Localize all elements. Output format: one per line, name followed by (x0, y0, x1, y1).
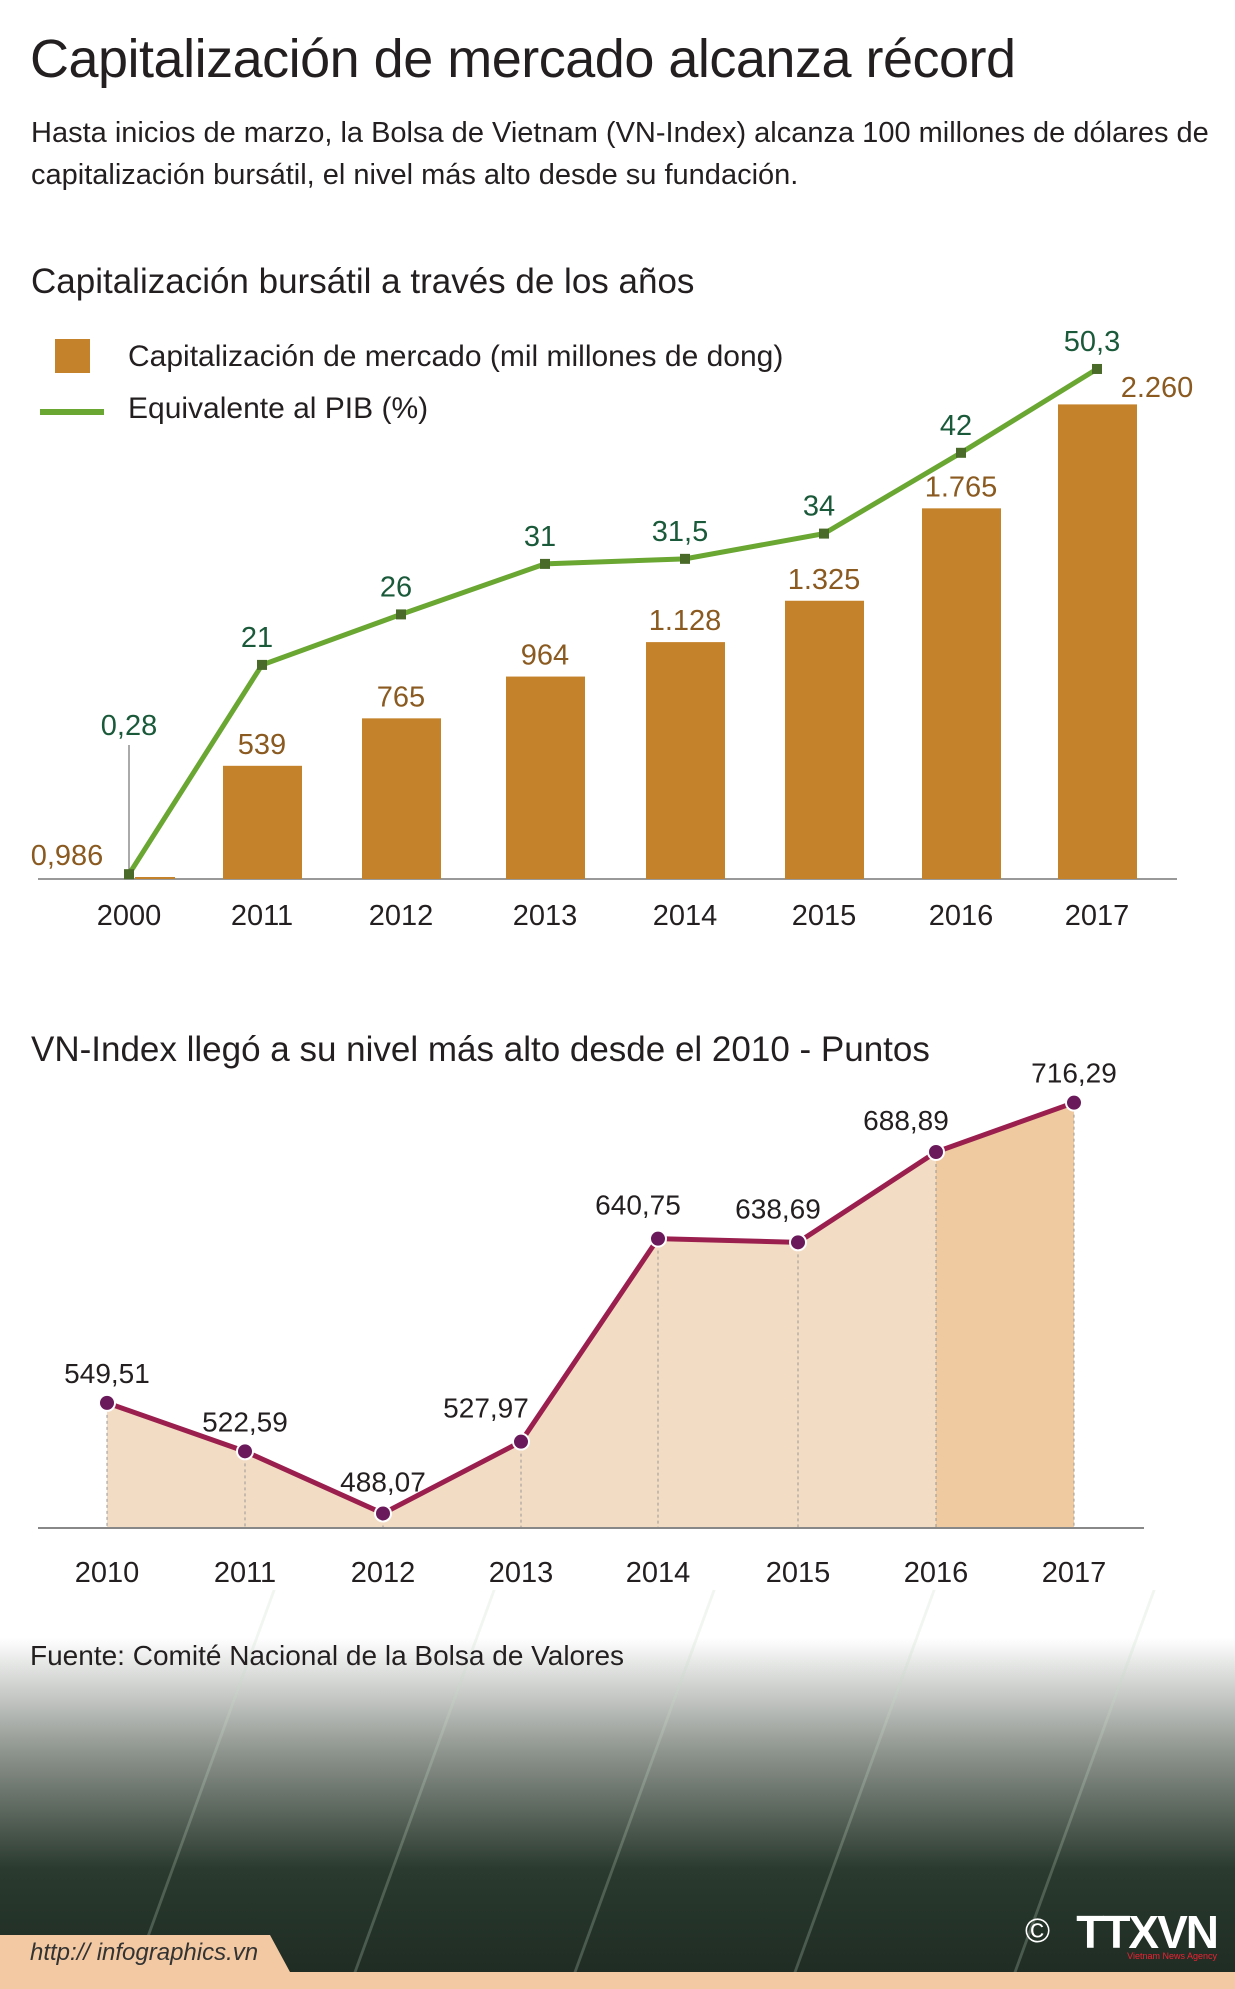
bar-2000 (135, 877, 175, 879)
x-tick-2015: 2015 (766, 1557, 831, 1589)
index-point-2017 (1065, 1093, 1083, 1112)
index-line (106, 1100, 1075, 1517)
url-text: http:// infographics.vn (30, 1939, 259, 1966)
gdp-marker-2000 (124, 869, 134, 880)
legend-bar-label: Capitalización de mercado (mil millones … (128, 340, 783, 373)
page-title: Capitalización de mercado alcanza récord (30, 29, 1016, 89)
area-fill-last (936, 1102, 1074, 1528)
index-label-2014: 640,75 (595, 1190, 681, 1221)
index-point-2010 (98, 1393, 116, 1412)
index-label-2013: 527,97 (443, 1393, 529, 1424)
gdp-label-2017: 50,3 (1064, 326, 1120, 358)
gdp-marker-2016 (956, 447, 966, 458)
gdp-marker-2013 (540, 558, 550, 569)
x-tick-2014: 2014 (626, 1557, 691, 1589)
copyright-icon: © (1024, 1912, 1050, 1950)
bottom-strip (0, 1972, 1235, 1989)
bar-2017 (1058, 404, 1137, 879)
legend-line-label: Equivalente al PIB (%) (128, 392, 428, 425)
gdp-marker-2017 (1092, 363, 1102, 374)
bar-label-2013: 964 (521, 640, 569, 672)
bar-label-2011: 539 (238, 729, 286, 761)
x-tick-2016: 2016 (929, 900, 994, 932)
market-cap-chart: Capitalización de mercado (mil millones … (31, 326, 1194, 932)
x-tick-2013: 2013 (513, 900, 578, 932)
index-label-2017: 716,29 (1031, 1058, 1117, 1089)
index-point-2016 (927, 1142, 945, 1161)
index-label-2012: 488,07 (340, 1466, 426, 1497)
gdp-marker-2011 (257, 659, 267, 670)
gdp-marker-2012 (396, 609, 406, 620)
index-point-2012 (374, 1504, 392, 1523)
page-subtitle: Hasta inicios de marzo, la Bolsa de Viet… (31, 117, 1209, 191)
x-tick-2014: 2014 (653, 900, 718, 932)
gdp-label-2012: 26 (380, 571, 412, 603)
bar-label-2012: 765 (377, 681, 425, 713)
index-point-2013 (512, 1432, 530, 1451)
x-tick-2017: 2017 (1042, 1557, 1107, 1589)
index-label-2016: 688,89 (863, 1105, 949, 1136)
gdp-label-2016: 42 (940, 410, 972, 442)
x-tick-2012: 2012 (369, 900, 434, 932)
bar-2012 (362, 718, 441, 879)
index-point-2014 (649, 1229, 667, 1248)
gdp-label-2015: 34 (803, 491, 835, 523)
index-label-2010: 549,51 (64, 1358, 150, 1389)
gdp-label-2000: 0,28 (101, 710, 157, 742)
bar-label-2000: 0,986 (31, 840, 104, 872)
gdp-line (126, 366, 1099, 876)
x-tick-2011: 2011 (231, 900, 293, 932)
gdp-marker-2014 (680, 553, 690, 564)
x-tick-2015: 2015 (792, 900, 857, 932)
source-note: Fuente: Comité Nacional de la Bolsa de V… (30, 1640, 625, 1671)
ttxvn-logo: TTXVN Vietnam News Agency (1076, 1906, 1219, 1961)
x-tick-2000: 2000 (97, 900, 162, 932)
index-point-2015 (789, 1233, 807, 1252)
gdp-marker-2015 (819, 528, 829, 539)
x-tick-2016: 2016 (904, 1557, 969, 1589)
x-tick-2011: 2011 (214, 1557, 276, 1589)
x-tick-2017: 2017 (1065, 900, 1130, 932)
url-badge: http:// infographics.vn (0, 1935, 290, 1972)
chart2-title: VN-Index llegó a su nivel más alto desde… (31, 1030, 930, 1069)
gdp-label-2014: 31,5 (652, 516, 708, 548)
index-label-2015: 638,69 (735, 1193, 821, 1224)
index-label-2011: 522,59 (202, 1406, 288, 1437)
legend-bar-swatch (55, 339, 90, 373)
area-fill (107, 1151, 936, 1528)
bar-2013 (506, 676, 585, 879)
bar-2016 (922, 508, 1001, 879)
index-point-2011 (236, 1442, 254, 1461)
bar-label-2016: 1.765 (925, 471, 998, 503)
bar-label-2015: 1.325 (788, 564, 861, 596)
gdp-label-2011: 21 (241, 622, 273, 654)
chart1-title: Capitalización bursátil a través de los … (31, 262, 695, 301)
x-tick-2012: 2012 (351, 1557, 416, 1589)
bar-label-2014: 1.128 (649, 605, 722, 637)
gdp-label-2013: 31 (524, 521, 556, 553)
vn-index-chart: 549,51 2010 522,59 2011 488,07 2012 527,97 2013… (38, 1058, 1144, 1589)
bar-label-2017: 2.260 (1121, 372, 1194, 404)
x-tick-2013: 2013 (489, 1557, 554, 1589)
x-tick-2010: 2010 (75, 1557, 140, 1589)
stock-board-background (0, 1590, 1235, 1989)
bar-2015 (785, 600, 864, 879)
bar-2011 (223, 765, 302, 879)
bar-2014 (646, 642, 725, 879)
